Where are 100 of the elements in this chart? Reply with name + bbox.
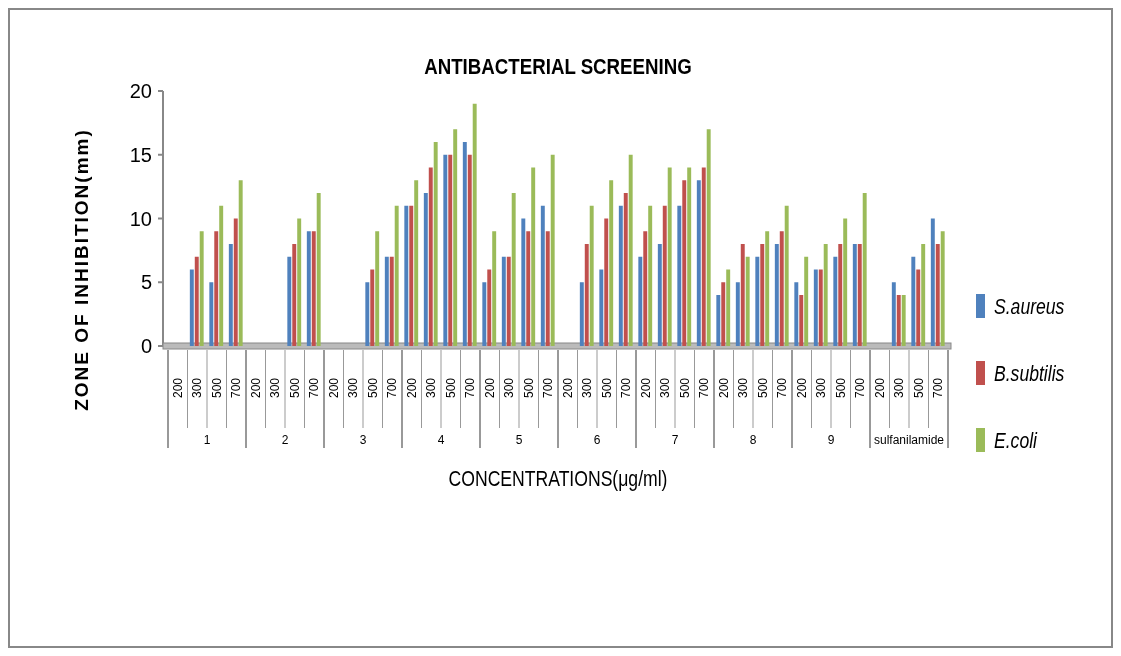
bar bbox=[911, 256, 916, 346]
bar bbox=[462, 142, 467, 346]
bar bbox=[579, 282, 584, 346]
bar bbox=[648, 205, 653, 346]
bar bbox=[506, 256, 511, 346]
bar bbox=[765, 231, 770, 346]
bar bbox=[774, 244, 779, 346]
bar bbox=[531, 167, 536, 346]
bar bbox=[940, 231, 945, 346]
text: 5 bbox=[515, 433, 523, 447]
bar bbox=[813, 269, 818, 346]
bar bbox=[443, 154, 448, 346]
bar bbox=[623, 193, 628, 346]
bar bbox=[511, 193, 516, 346]
x-tick-label: 700 bbox=[307, 377, 322, 399]
bar bbox=[721, 282, 726, 346]
text: 8 bbox=[749, 433, 757, 447]
bar bbox=[194, 256, 199, 346]
bar bbox=[760, 244, 765, 346]
bar bbox=[394, 205, 399, 346]
y-tick-label: 15 bbox=[129, 143, 152, 166]
x-tick-label: 200 bbox=[638, 377, 653, 399]
y-tick-label: 10 bbox=[129, 207, 152, 230]
x-tick-label: 700 bbox=[463, 377, 478, 399]
bar bbox=[784, 205, 789, 346]
bar bbox=[448, 154, 453, 346]
bar bbox=[384, 256, 389, 346]
x-tick-label: 500 bbox=[287, 377, 302, 399]
x-tick-label: 500 bbox=[209, 377, 224, 399]
bar bbox=[930, 218, 935, 346]
x-tick-label: 500 bbox=[833, 377, 848, 399]
bar bbox=[467, 154, 472, 346]
bar bbox=[540, 205, 545, 346]
bar bbox=[589, 205, 594, 346]
x-tick-label: 200 bbox=[872, 377, 887, 399]
x-tick-label: 300 bbox=[580, 377, 595, 399]
text: 7 bbox=[671, 433, 679, 447]
bar bbox=[638, 256, 643, 346]
bar bbox=[404, 205, 409, 346]
bar bbox=[292, 244, 297, 346]
x-tick-label: 200 bbox=[170, 377, 185, 399]
x-tick-label: 200 bbox=[482, 377, 497, 399]
bar bbox=[414, 180, 419, 346]
bar bbox=[584, 244, 589, 346]
y-tick-label: 20 bbox=[129, 80, 152, 102]
bar bbox=[896, 295, 901, 346]
bar bbox=[472, 103, 477, 346]
bar bbox=[189, 269, 194, 346]
bar bbox=[365, 282, 370, 346]
bar bbox=[862, 193, 867, 346]
bar bbox=[843, 218, 848, 346]
bar bbox=[609, 180, 614, 346]
x-tick-label: 500 bbox=[677, 377, 692, 399]
text: 3 bbox=[359, 433, 367, 447]
bar bbox=[433, 142, 438, 346]
bar bbox=[492, 231, 497, 346]
bar bbox=[857, 244, 862, 346]
x-tick-label: 500 bbox=[365, 377, 380, 399]
x-tick-label: 500 bbox=[599, 377, 614, 399]
bar bbox=[375, 231, 380, 346]
bar bbox=[428, 167, 433, 346]
bar bbox=[667, 167, 672, 346]
text: 9 bbox=[827, 433, 835, 447]
bar bbox=[755, 256, 760, 346]
bar bbox=[706, 129, 711, 346]
bar bbox=[687, 167, 692, 346]
bar bbox=[228, 244, 233, 346]
bar bbox=[838, 244, 843, 346]
bar bbox=[740, 244, 745, 346]
bar bbox=[833, 256, 838, 346]
bar bbox=[682, 180, 687, 346]
x-tick-label: 200 bbox=[560, 377, 575, 399]
bar bbox=[818, 269, 823, 346]
x-tick-label: 700 bbox=[775, 377, 790, 399]
text: 4 bbox=[437, 433, 445, 447]
x-tick-label: 500 bbox=[755, 377, 770, 399]
y-tick-label: 5 bbox=[140, 271, 152, 294]
bar bbox=[901, 295, 906, 346]
bar bbox=[214, 231, 219, 346]
bar bbox=[643, 231, 648, 346]
text: 6 bbox=[593, 433, 601, 447]
bar bbox=[501, 256, 506, 346]
bar bbox=[677, 205, 682, 346]
y-axis-title: ZONE OF INHIBITION(mm) bbox=[71, 128, 92, 411]
text: 1 bbox=[203, 433, 211, 447]
bar bbox=[550, 154, 555, 346]
bar bbox=[745, 256, 750, 346]
legend-label: B.subtilis bbox=[994, 361, 1065, 386]
bar bbox=[487, 269, 492, 346]
bar bbox=[726, 269, 731, 346]
bar bbox=[657, 244, 662, 346]
x-tick-label: 700 bbox=[229, 377, 244, 399]
bar bbox=[209, 282, 214, 346]
bar bbox=[628, 154, 633, 346]
bar bbox=[526, 231, 531, 346]
x-tick-label: 500 bbox=[911, 377, 926, 399]
bar bbox=[794, 282, 799, 346]
x-tick-label: 300 bbox=[424, 377, 439, 399]
bar bbox=[370, 269, 375, 346]
bar bbox=[389, 256, 394, 346]
